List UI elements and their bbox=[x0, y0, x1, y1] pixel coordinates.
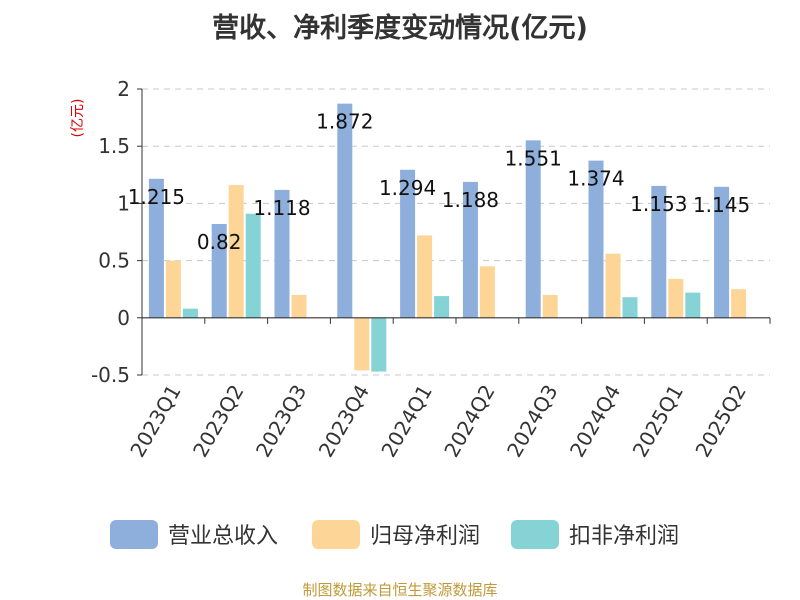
bar-1-2025Q2 bbox=[714, 186, 730, 318]
legend-swatch-1 bbox=[110, 520, 158, 549]
y-tick-label: 1.5 bbox=[98, 134, 130, 158]
bar-1-2023Q2 bbox=[211, 223, 227, 318]
bar-1-2023Q4 bbox=[337, 103, 353, 318]
bar-3-2024Q1 bbox=[434, 296, 450, 318]
x-tick-label: 2023Q2 bbox=[188, 381, 248, 462]
bar-3-2024Q4 bbox=[622, 297, 638, 318]
bar-2-2024Q1 bbox=[417, 235, 433, 318]
bar-1-2024Q4 bbox=[588, 160, 604, 318]
data-label-2025Q2: 1.145 bbox=[693, 193, 750, 217]
legend: 营业总收入 归母净利润 扣非净利润 bbox=[110, 520, 679, 549]
data-label-2024Q2: 1.188 bbox=[442, 188, 499, 212]
x-tick-label: 2024Q2 bbox=[439, 381, 499, 462]
data-label-2023Q1: 1.215 bbox=[128, 185, 185, 209]
bar-1-2024Q2 bbox=[462, 181, 478, 318]
bar-1-2023Q1 bbox=[148, 178, 164, 318]
x-tick-label: 2023Q3 bbox=[251, 381, 311, 462]
bar-3-2023Q2 bbox=[245, 213, 261, 318]
bar-1-2024Q1 bbox=[400, 169, 416, 318]
x-tick-label: 2025Q2 bbox=[690, 381, 750, 462]
bar-2-2023Q3 bbox=[291, 294, 307, 318]
data-label-2023Q3: 1.118 bbox=[253, 196, 310, 220]
bar-2-2024Q2 bbox=[479, 266, 495, 318]
legend-label-2: 归母净利润 bbox=[370, 524, 480, 549]
data-label-2024Q1: 1.294 bbox=[379, 176, 436, 200]
bar-2-2024Q4 bbox=[605, 253, 621, 318]
legend-swatch-2 bbox=[312, 520, 360, 549]
chart-title: 营收、净利季度变动情况(亿元) bbox=[212, 13, 588, 44]
bars bbox=[148, 103, 747, 372]
bar-2-2025Q2 bbox=[731, 289, 747, 318]
legend-swatch-3 bbox=[511, 520, 559, 549]
data-label-2024Q4: 1.374 bbox=[567, 167, 624, 191]
y-axis-title: (亿元) bbox=[70, 99, 86, 138]
data-label-2024Q3: 1.551 bbox=[505, 146, 562, 170]
bar-3-2023Q4 bbox=[371, 317, 387, 372]
x-tick-label: 2024Q3 bbox=[502, 381, 562, 462]
data-source-note: 制图数据来自恒生聚源数据库 bbox=[302, 581, 498, 599]
bar-3-2025Q1 bbox=[685, 292, 701, 318]
data-labels: 1.2150.821.1181.8721.2941.1881.5511.3741… bbox=[128, 110, 750, 254]
bar-2-2025Q1 bbox=[668, 278, 684, 318]
bar-2-2024Q3 bbox=[542, 294, 558, 318]
legend-label-1: 营业总收入 bbox=[168, 524, 278, 549]
x-tick-label: 2023Q1 bbox=[125, 381, 185, 462]
x-tick-label: 2025Q1 bbox=[628, 381, 688, 462]
bar-1-2023Q3 bbox=[274, 189, 290, 318]
y-tick-label: -0.5 bbox=[91, 363, 130, 387]
x-tick-label: 2023Q4 bbox=[314, 381, 374, 462]
bar-2-2023Q4 bbox=[354, 317, 370, 371]
y-tick-label: 0.5 bbox=[98, 249, 130, 273]
legend-label-3: 扣非净利润 bbox=[569, 524, 679, 549]
data-label-2025Q1: 1.153 bbox=[630, 192, 687, 216]
y-tick-label: 0 bbox=[117, 306, 130, 330]
y-tick-label: 1 bbox=[117, 191, 130, 215]
bar-1-2025Q1 bbox=[651, 185, 667, 318]
bar-2-2023Q2 bbox=[228, 185, 244, 318]
data-label-2023Q2: 0.82 bbox=[197, 230, 242, 254]
data-label-2023Q4: 1.872 bbox=[316, 110, 373, 134]
bar-1-2024Q3 bbox=[525, 140, 541, 318]
x-tick-label: 2024Q4 bbox=[565, 381, 625, 462]
bar-2-2023Q1 bbox=[165, 260, 181, 318]
bar-3-2023Q1 bbox=[182, 308, 198, 318]
y-tick-label: 2 bbox=[117, 77, 130, 101]
x-tick-label: 2024Q1 bbox=[376, 381, 436, 462]
